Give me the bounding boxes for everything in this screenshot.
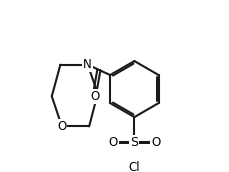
Text: S: S	[130, 136, 138, 149]
Text: N: N	[83, 58, 92, 71]
Text: O: O	[90, 90, 100, 103]
Text: O: O	[57, 120, 66, 133]
Text: O: O	[108, 136, 117, 149]
Text: O: O	[150, 136, 159, 149]
Text: Cl: Cl	[128, 161, 140, 172]
